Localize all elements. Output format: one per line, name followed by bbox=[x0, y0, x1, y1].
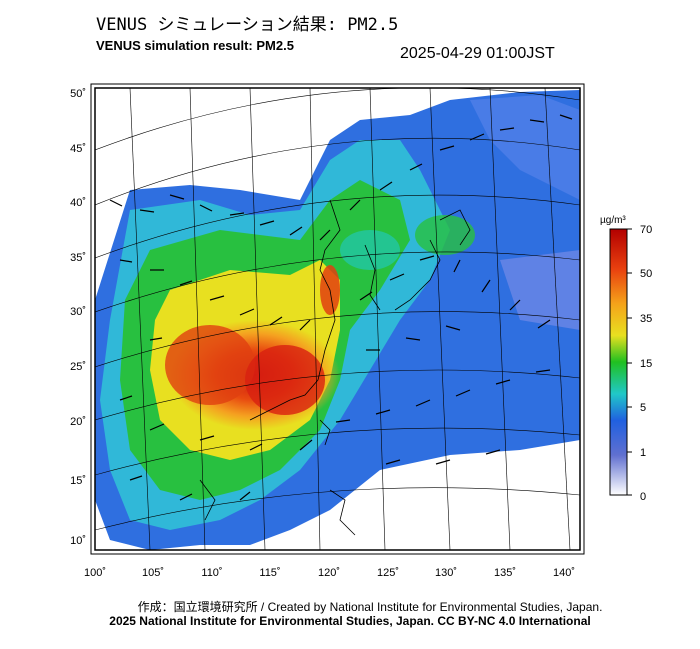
lon-label: 130˚ bbox=[435, 567, 457, 579]
lon-label: 140˚ bbox=[553, 567, 575, 579]
credit-line: 作成：国立環境研究所 / Created by National Institu… bbox=[137, 600, 603, 614]
wind-vectors bbox=[109, 114, 573, 501]
lon-label: 120˚ bbox=[318, 567, 340, 579]
lon-label: 135˚ bbox=[494, 567, 516, 579]
colorbar: µg/m³ 70 50 35 15 5 1 0 bbox=[600, 215, 652, 503]
lat-label: 30˚ bbox=[70, 306, 86, 318]
map-plot bbox=[95, 88, 580, 550]
lat-label: 25˚ bbox=[70, 361, 86, 373]
lon-axis: 100˚ 105˚ 110˚ 115˚ 120˚ 125˚ 130˚ 135˚ … bbox=[84, 567, 575, 579]
lon-label: 100˚ bbox=[84, 567, 106, 579]
lon-label: 125˚ bbox=[377, 567, 399, 579]
lon-label: 105˚ bbox=[142, 567, 164, 579]
colorbar-tick: 5 bbox=[640, 402, 646, 414]
colorbar-tick: 1 bbox=[640, 447, 646, 459]
coastlines bbox=[199, 199, 471, 536]
map-figure: 50˚ 45˚ 40˚ 35˚ 30˚ 25˚ 20˚ 15˚ 10˚ 100˚… bbox=[70, 83, 652, 579]
copyright-line: 2025 National Institute for Environmenta… bbox=[109, 614, 591, 628]
map-border bbox=[90, 83, 585, 555]
lat-label: 45˚ bbox=[70, 143, 86, 155]
colorbar-tick: 35 bbox=[640, 313, 652, 325]
colorbar-unit: µg/m³ bbox=[600, 215, 626, 226]
colorbar-gradient bbox=[609, 228, 628, 496]
lon-label: 115˚ bbox=[259, 567, 280, 579]
lat-label: 20˚ bbox=[70, 416, 86, 428]
lat-label: 15˚ bbox=[70, 475, 86, 487]
timestamp: 2025-04-29 01:00JST bbox=[400, 45, 555, 62]
colorbar-tick: 15 bbox=[640, 358, 652, 370]
colorbar-tick: 0 bbox=[640, 491, 646, 503]
lat-label: 10˚ bbox=[70, 535, 86, 547]
lat-label: 35˚ bbox=[70, 252, 86, 264]
colorbar-tick: 50 bbox=[640, 268, 652, 280]
lat-label: 40˚ bbox=[70, 197, 86, 209]
graticule bbox=[95, 88, 580, 550]
pm25-field bbox=[95, 90, 580, 550]
title-japanese: VENUS シミュレーション結果: PM2.5 bbox=[96, 15, 399, 35]
lat-label: 50˚ bbox=[70, 88, 86, 100]
lat-axis: 50˚ 45˚ 40˚ 35˚ 30˚ 25˚ 20˚ 15˚ 10˚ bbox=[70, 88, 86, 547]
colorbar-tick: 70 bbox=[640, 224, 652, 236]
lon-label: 110˚ bbox=[201, 567, 222, 579]
title-english: VENUS simulation result: PM2.5 bbox=[96, 38, 294, 53]
